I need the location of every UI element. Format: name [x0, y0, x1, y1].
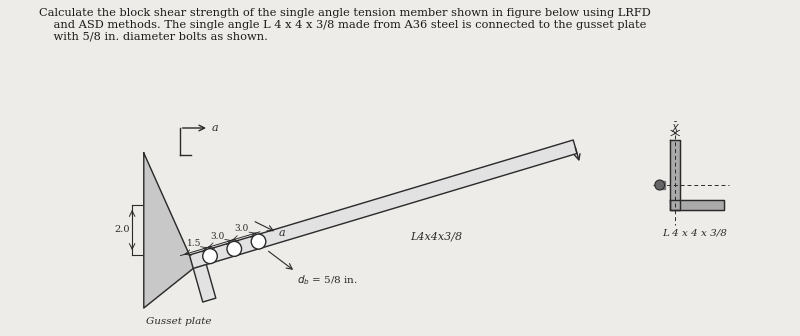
- Text: L4x4x3/8: L4x4x3/8: [410, 232, 462, 242]
- Text: a: a: [278, 228, 286, 239]
- Text: $\bar{X}$: $\bar{X}$: [670, 121, 680, 135]
- Polygon shape: [670, 140, 680, 210]
- Text: 3.0: 3.0: [210, 232, 225, 241]
- Text: a: a: [212, 123, 218, 133]
- Text: 3.0: 3.0: [234, 224, 249, 234]
- Text: 1.5: 1.5: [186, 239, 201, 248]
- Circle shape: [251, 234, 266, 249]
- Text: Calculate the block shear strength of the single angle tension member shown in f: Calculate the block shear strength of th…: [39, 8, 650, 41]
- Text: 2.0: 2.0: [114, 225, 130, 235]
- Polygon shape: [670, 200, 724, 210]
- Text: $d_b$ = 5/8 in.: $d_b$ = 5/8 in.: [298, 274, 358, 287]
- Text: Gusset plate: Gusset plate: [146, 318, 211, 327]
- Circle shape: [227, 241, 242, 256]
- Polygon shape: [194, 264, 216, 302]
- Circle shape: [655, 180, 665, 190]
- Circle shape: [202, 249, 218, 264]
- Polygon shape: [190, 140, 577, 268]
- Text: L 4 x 4 x 3/8: L 4 x 4 x 3/8: [662, 228, 727, 237]
- Polygon shape: [144, 153, 194, 308]
- Polygon shape: [660, 181, 665, 189]
